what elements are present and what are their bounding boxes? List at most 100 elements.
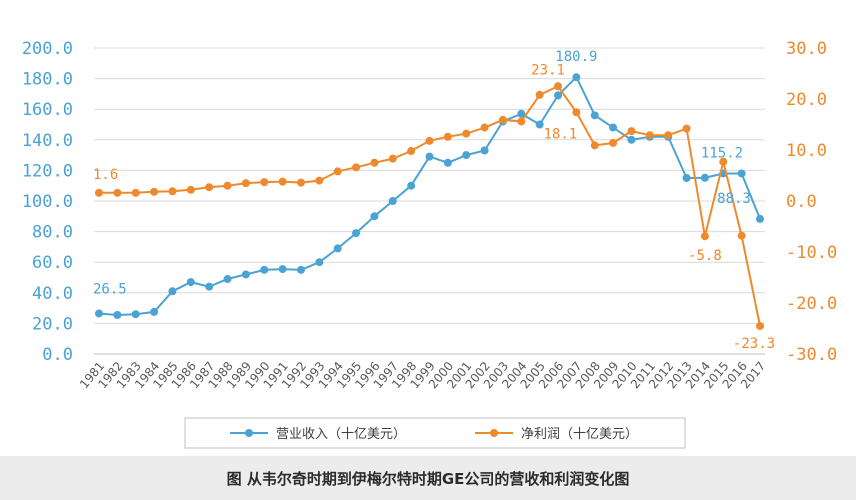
data-point bbox=[425, 136, 434, 145]
data-point bbox=[407, 181, 416, 190]
data-point bbox=[186, 185, 195, 194]
data-label: 1.6 bbox=[93, 167, 118, 183]
data-point bbox=[278, 265, 287, 274]
data-label: -23.3 bbox=[733, 336, 775, 352]
y-left-tick-label: 0.0 bbox=[42, 345, 73, 365]
y-left-tick-label: 80.0 bbox=[32, 223, 73, 243]
legend-label-profit: 净利润（十亿美元） bbox=[521, 427, 638, 442]
legend-item-revenue: 营业收入（十亿美元） bbox=[230, 427, 406, 442]
y-left-tick-label: 200.0 bbox=[22, 39, 73, 59]
figure-caption: 图 从韦尔奇时期到伊梅尔特时期GE公司的营收和利润变化图 bbox=[0, 456, 856, 500]
data-point bbox=[480, 123, 489, 132]
data-point bbox=[443, 158, 452, 167]
data-point bbox=[627, 135, 636, 144]
data-point bbox=[517, 109, 526, 118]
data-point bbox=[223, 275, 232, 284]
data-point bbox=[205, 183, 214, 192]
data-point bbox=[756, 321, 764, 330]
y-left-tick-label: 120.0 bbox=[22, 161, 73, 181]
y-right-tick-label: 0.0 bbox=[786, 192, 817, 212]
data-point bbox=[113, 310, 122, 319]
data-point bbox=[278, 177, 287, 186]
data-point bbox=[682, 174, 691, 183]
y-right-tick-label: 10.0 bbox=[786, 141, 827, 161]
data-point bbox=[609, 123, 618, 132]
legend-marker-revenue bbox=[245, 429, 253, 437]
data-point bbox=[443, 132, 452, 141]
data-point bbox=[425, 152, 434, 161]
y-right-tick-label: -20.0 bbox=[786, 294, 837, 314]
data-point bbox=[95, 188, 103, 197]
y-right-tick-label: -10.0 bbox=[786, 243, 837, 263]
data-point bbox=[95, 309, 103, 318]
data-point bbox=[462, 129, 471, 138]
data-labels: 26.5 180.9 115.2 88.3 1.6 23.1 18.1 -5.8 -23.3 bbox=[93, 49, 775, 352]
x-axis: 1981198219831984198519861987198819891990… bbox=[77, 353, 768, 391]
data-point bbox=[241, 179, 250, 188]
data-point bbox=[498, 115, 507, 124]
data-point bbox=[186, 278, 195, 287]
data-point bbox=[590, 111, 599, 120]
data-point bbox=[223, 181, 232, 190]
right-axis: 30.0 20.0 10.0 0.0 -10.0 -20.0 -30.0 bbox=[786, 39, 837, 365]
revenue-profit-chart: 200.0 180.0 160.0 140.0 120.0 100.0 80.0 60.0 40… bbox=[22, 39, 837, 449]
data-point bbox=[150, 307, 159, 316]
data-point bbox=[296, 178, 305, 187]
data-point bbox=[407, 147, 416, 156]
data-point bbox=[333, 244, 342, 253]
data-label: 88.3 bbox=[717, 191, 751, 207]
data-label: 115.2 bbox=[701, 146, 743, 162]
series bbox=[95, 73, 764, 330]
data-point bbox=[756, 214, 764, 223]
y-left-tick-label: 180.0 bbox=[22, 70, 73, 90]
data-point bbox=[205, 282, 214, 291]
legend-marker-profit bbox=[490, 429, 498, 437]
data-point bbox=[352, 229, 361, 238]
data-point bbox=[572, 108, 581, 117]
legend-label-revenue: 营业收入（十亿美元） bbox=[276, 427, 406, 442]
data-point bbox=[260, 178, 269, 187]
legend: 营业收入（十亿美元） 净利润（十亿美元） bbox=[184, 417, 686, 449]
data-point bbox=[700, 232, 709, 241]
data-point bbox=[700, 173, 709, 182]
data-point bbox=[737, 231, 746, 240]
y-right-tick-label: -30.0 bbox=[786, 345, 837, 365]
data-point bbox=[131, 188, 140, 197]
data-point bbox=[737, 169, 746, 178]
data-label: 18.1 bbox=[544, 126, 578, 142]
data-point bbox=[517, 117, 526, 126]
y-right-tick-label: 30.0 bbox=[786, 39, 827, 59]
data-point bbox=[168, 287, 177, 296]
data-label: 23.1 bbox=[531, 62, 565, 78]
data-point bbox=[370, 212, 379, 221]
y-left-tick-label: 60.0 bbox=[32, 253, 73, 273]
data-point bbox=[370, 158, 379, 167]
data-point bbox=[388, 197, 397, 205]
data-point bbox=[535, 120, 544, 129]
data-point bbox=[315, 258, 324, 267]
data-point bbox=[352, 163, 361, 172]
data-point bbox=[168, 187, 177, 196]
y-left-tick-label: 40.0 bbox=[32, 284, 73, 304]
data-point bbox=[315, 176, 324, 185]
data-point bbox=[554, 91, 563, 100]
series-revenue bbox=[95, 73, 764, 319]
y-left-tick-label: 100.0 bbox=[22, 192, 73, 212]
data-point bbox=[241, 270, 250, 279]
data-point bbox=[388, 154, 397, 163]
y-left-tick-label: 160.0 bbox=[22, 100, 73, 120]
series-line bbox=[99, 85, 761, 327]
data-label: -5.8 bbox=[688, 248, 722, 264]
data-point bbox=[590, 141, 599, 150]
data-point bbox=[333, 167, 342, 176]
data-point bbox=[462, 151, 471, 160]
data-point bbox=[535, 90, 544, 99]
data-label: 26.5 bbox=[93, 281, 127, 297]
data-point bbox=[719, 157, 728, 166]
data-point bbox=[131, 310, 140, 319]
legend-box bbox=[184, 417, 686, 449]
data-point bbox=[664, 131, 673, 140]
y-right-tick-label: 20.0 bbox=[786, 90, 827, 110]
data-point bbox=[609, 138, 618, 147]
